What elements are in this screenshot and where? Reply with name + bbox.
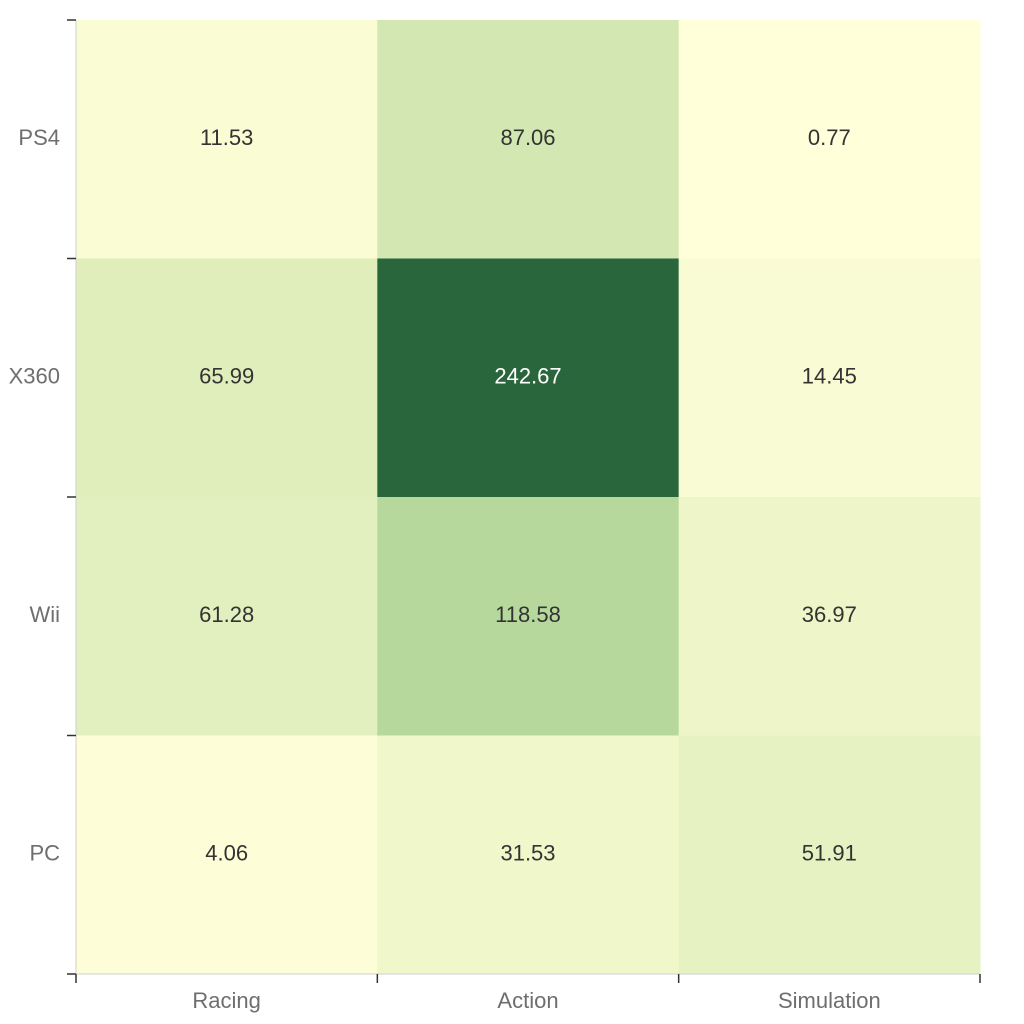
y-tick-label: X360 [9,364,60,389]
x-tick-label: Simulation [778,988,881,1013]
heatmap-cell [377,20,680,259]
heatmap-cell [76,20,378,259]
heatmap-cell-value: 65.99 [199,364,254,389]
heatmap-cell-value: 242.67 [494,364,561,389]
heatmap-cell-value: 4.06 [205,841,248,866]
heatmap-cell-value: 0.77 [808,125,851,150]
heatmap-cell [678,497,981,736]
heatmap-cell-value: 118.58 [495,602,561,627]
y-axis-ticks: PS4 X360 Wii PC [9,19,76,975]
heatmap-cell-value: 61.28 [199,602,254,627]
heatmap-cell [678,735,981,975]
heatmap-cell [76,497,378,736]
heatmap-cell [678,258,981,498]
heatmap-cell [678,20,981,259]
y-tick-label: PC [29,841,60,866]
y-tick-label: Wii [29,602,60,627]
x-tick-label: Action [497,988,558,1013]
heatmap-cell [76,735,378,975]
heatmap-cells [76,20,981,975]
heatmap-cell-value: 87.06 [500,125,555,150]
heatmap-cell-value: 14.45 [802,364,857,389]
heatmap-cell-value: 11.53 [200,125,253,150]
heatmap-cell [377,735,680,975]
heatmap-cell-labels: 11.53 87.06 0.77 65.99 242.67 14.45 61.28 118.5… [199,125,857,866]
heatmap-cell-value: 51.91 [802,841,857,866]
heatmap-cell [377,497,680,736]
x-tick-label: Racing [192,988,260,1013]
heatmap-cell [377,258,680,498]
y-tick-label: PS4 [18,125,60,150]
heatmap-cell-value: 31.53 [500,841,555,866]
heatmap-cell [76,258,378,498]
heatmap-cell-value: 36.97 [802,602,857,627]
x-axis-ticks: Racing Action Simulation [75,974,981,1013]
